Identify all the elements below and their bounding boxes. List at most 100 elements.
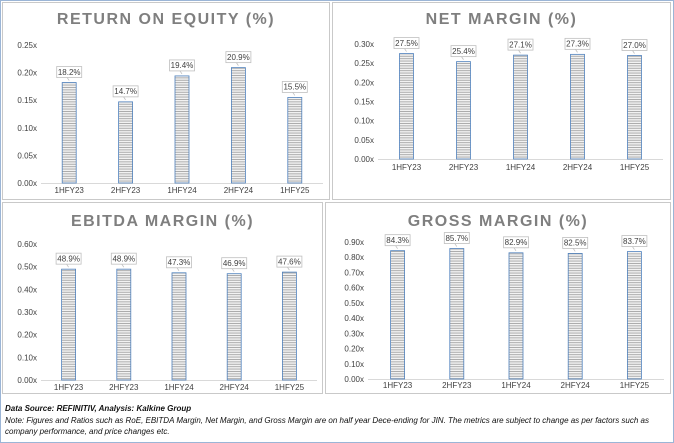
ebitda-margin-chart-panel: EBITDA MARGIN (%) 0.00x 0.10x 0.20x 0.30x 0.… [2,202,323,394]
y-tick-label: 0.70x [344,268,364,277]
y-tick-label: 0.50x [17,263,37,272]
x-tick-label: 1HFY25 [275,383,305,392]
data-label: 46.9% [223,259,246,268]
x-tick-label: 1HFY25 [280,186,310,195]
data-label: 14.7% [114,87,137,96]
data-label: 48.9% [112,254,135,263]
x-tick-label: 1HFY25 [620,163,650,172]
data-label-pointer [395,245,398,249]
y-tick-label: 0.00x [17,376,37,385]
data-label-pointer [632,246,635,250]
data-label-pointer [287,266,290,271]
data-label-box [276,255,303,268]
chart-title: GROSS MARGIN (%) [407,213,589,230]
y-tick-label: 0.30x [354,40,374,49]
data-label-box [507,38,534,51]
data-label-box [393,37,420,49]
data-label: 48.9% [57,254,80,263]
x-tick-label: 1HFY23 [54,383,84,392]
data-label-pointer [123,96,126,101]
data-label-box [621,235,648,247]
bar [118,101,133,184]
data-label-box [562,237,589,249]
bar [390,250,405,380]
data-label: 27.5% [395,39,418,48]
data-label-box [166,256,192,269]
x-tick-label: 2HFY24 [561,381,591,390]
data-label-box [621,39,648,51]
data-label-pointer [572,248,576,252]
data-label-pointer [404,48,407,52]
data-label: 19.4% [171,61,194,70]
data-label-pointer [66,77,70,81]
data-label-box [384,234,411,247]
x-tick-label: 2HFY23 [442,381,472,390]
y-tick-label: 0.15x [354,98,374,107]
data-label: 25.4% [452,47,475,56]
data-label-pointer [231,268,235,272]
data-label: 27.0% [623,41,646,50]
data-label-pointer [236,62,239,66]
chart-title: EBITDA MARGIN (%) [70,213,255,230]
chart-title: RETURN ON EQUITY (%) [56,11,276,28]
bar [508,252,524,380]
x-tick-label: 1HFY23 [55,186,85,195]
data-source-text: Data Source: REFINITIV, Analysis: Kalkin… [5,404,192,413]
x-tick-label: 2HFY24 [224,186,254,195]
x-tick-label: 1HFY24 [164,383,194,392]
y-tick-label: 0.10x [354,117,374,126]
gross-margin-chart: 0.00x 0.10x 0.20x 0.30x 0.40x 0.50x 0.60x 0.70x… [344,232,664,390]
data-label-box [443,232,470,244]
data-label-pointer [179,70,183,75]
data-label-pointer [292,92,296,96]
y-tick-label: 0.20x [354,78,374,87]
y-tick-label: 0.15x [17,96,37,105]
data-label: 27.1% [509,40,532,49]
y-tick-label: 0.40x [17,285,37,294]
y-tick-label: 0.00x [17,179,37,188]
chart-title: NET MARGIN (%) [425,11,578,28]
y-tick-label: 0.25x [17,41,37,50]
x-tick-label: 1HFY23 [383,381,413,390]
data-label-pointer [518,49,521,54]
note-text: Note: Figures and Ratios such as RoE, EB… [5,415,649,437]
y-tick-label: 0.20x [17,69,37,78]
data-label-box [56,66,83,78]
y-tick-label: 0.10x [17,353,37,362]
bar [61,82,77,184]
data-label: 47.6% [278,257,301,266]
x-tick-label: 2HFY24 [220,383,250,392]
bar [287,97,303,184]
ebitda-margin-chart: 0.00x 0.10x 0.20x 0.30x 0.40x 0.50x 0.60x 48.9%… [17,240,317,392]
y-tick-label: 0.20x [344,345,364,354]
data-label-pointer [454,243,458,247]
data-label-pointer [66,263,69,268]
y-tick-label: 0.10x [344,360,364,369]
data-label: 47.3% [168,258,191,267]
y-tick-label: 0.60x [17,240,37,249]
y-tick-label: 0.40x [344,314,364,323]
y-tick-label: 0.05x [354,136,374,145]
x-tick-label: 2HFY24 [563,163,593,172]
bar [567,253,583,380]
bar [449,248,465,380]
x-tick-label: 1HFY24 [167,186,197,195]
data-label: 83.7% [623,237,646,246]
y-tick-label: 0.20x [17,331,37,340]
x-tick-label: 2HFY23 [111,186,141,195]
data-label: 20.9% [227,53,250,62]
bar [281,271,297,381]
data-label-box [225,51,252,64]
data-label: 85.7% [445,234,468,243]
bar [399,53,414,160]
x-tick-label: 1HFY23 [392,163,422,172]
data-label-box [503,236,529,249]
x-tick-label: 2HFY23 [109,383,139,392]
x-tick-label: 1HFY24 [506,163,536,172]
data-label: 15.5% [283,83,306,92]
data-label-pointer [632,50,635,54]
x-tick-label: 1HFY25 [620,381,650,390]
bar [61,268,76,381]
data-label: 82.5% [564,239,587,248]
data-label-box [450,45,477,58]
